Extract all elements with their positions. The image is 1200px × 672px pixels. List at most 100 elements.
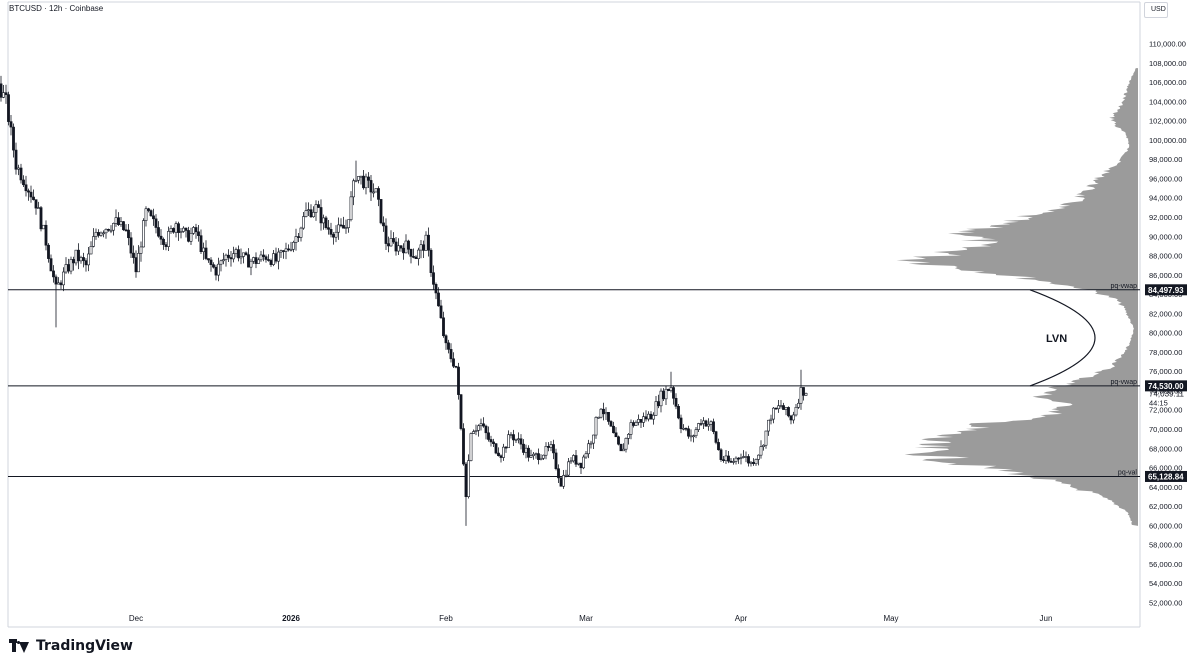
currency-button[interactable] — [1144, 2, 1168, 18]
candle-body-185 — [447, 342, 450, 350]
candle-body-113 — [267, 259, 270, 261]
tradingview-brand[interactable]: TradingView — [9, 638, 133, 654]
candle-body-50 — [109, 229, 113, 232]
level-lines — [8, 289, 1140, 477]
candle-body-75 — [172, 228, 175, 233]
price-tick-label-2: 56,000.00 — [1149, 560, 1182, 569]
candle-body-242 — [589, 442, 593, 445]
price-tick-label-25: 102,000.00 — [1149, 117, 1187, 126]
candle-body-65 — [147, 208, 150, 211]
candle-body-191 — [462, 428, 465, 465]
axis-borders — [7, 1, 1141, 628]
candle-body-190 — [459, 394, 463, 429]
candle-body-240 — [584, 453, 588, 458]
candle-body-21 — [37, 207, 40, 209]
candle-body-161 — [387, 243, 390, 247]
candle-body-29 — [57, 282, 60, 285]
candle-body-198 — [479, 423, 483, 427]
price-tick-label-17: 86,000.00 — [1149, 271, 1182, 280]
candle-body-226 — [549, 444, 553, 448]
candle-body-55 — [122, 221, 125, 231]
candle-body-179 — [432, 272, 435, 285]
candle-body-284 — [694, 429, 698, 437]
candle-body-246 — [599, 408, 603, 418]
candle-body-61 — [137, 253, 140, 273]
candle-body-267 — [652, 414, 655, 420]
price-tick-label-3: 58,000.00 — [1149, 541, 1182, 550]
candle-body-94 — [219, 260, 223, 265]
candle-body-269 — [657, 401, 660, 407]
candle-body-79 — [182, 227, 185, 232]
candle-body-67 — [152, 215, 155, 220]
candle-body-252 — [614, 432, 618, 438]
candle-body-62 — [139, 246, 143, 254]
price-axis[interactable]: 52,000.00 54,000.00 56,000.00 58,000.00 60,0… — [1149, 40, 1187, 608]
candle-body-217 — [527, 447, 530, 458]
candle-body-159 — [382, 222, 385, 227]
candle-body-129 — [307, 209, 310, 211]
price-tick-label-1: 54,000.00 — [1149, 579, 1182, 588]
candle-body-186 — [449, 349, 453, 360]
candle-body-178 — [429, 249, 433, 273]
price-tick-label-12: 76,000.00 — [1149, 367, 1182, 376]
candle-body-35 — [72, 259, 75, 264]
candle-body-205 — [497, 452, 500, 457]
candle-body-273 — [667, 388, 670, 391]
candle-body-142 — [339, 224, 343, 227]
candle-body-296 — [724, 455, 728, 461]
price-tick-label-5: 62,000.00 — [1149, 502, 1182, 511]
candle-body-232 — [564, 474, 568, 477]
candle-body-125 — [297, 236, 300, 238]
price-tick-label-19: 90,000.00 — [1149, 232, 1182, 241]
candle-body-169 — [407, 240, 410, 250]
candle-body-318 — [779, 405, 783, 407]
candle-body-6 — [0, 83, 3, 98]
candle-body-258 — [629, 422, 633, 435]
candle-body-99 — [232, 253, 235, 260]
candle-body-195 — [472, 431, 475, 434]
candle-body-130 — [309, 209, 313, 218]
lvn-bracket — [1029, 289, 1096, 387]
candle-body-137 — [327, 227, 330, 230]
candle-body-210 — [509, 434, 513, 436]
candle-body-174 — [419, 244, 423, 251]
candle-body-305 — [747, 456, 750, 464]
candle-body-80 — [184, 227, 188, 231]
candle-body-118 — [279, 250, 283, 253]
candle-body-124 — [294, 236, 298, 243]
candle-body-295 — [722, 459, 725, 461]
candle-body-101 — [237, 249, 240, 259]
candle-body-154 — [369, 180, 373, 193]
candle-body-238 — [579, 462, 583, 469]
candle-body-34 — [69, 259, 73, 272]
candle-body-309 — [757, 454, 760, 460]
candle-body-229 — [557, 468, 560, 479]
candle-body-105 — [247, 254, 250, 268]
candle-body-204 — [494, 443, 498, 454]
candle-body-24 — [44, 224, 48, 246]
candle-body-46 — [99, 232, 103, 236]
symbol-title[interactable]: BTCUSD · 12h · Coinbase — [9, 4, 104, 13]
candle-body-241 — [587, 443, 590, 455]
candle-body-33 — [67, 264, 70, 272]
candle-body-262 — [639, 419, 643, 423]
candle-body-85 — [197, 231, 200, 236]
candle-body-317 — [777, 405, 780, 410]
candle-body-276 — [674, 397, 678, 407]
candle-body-18 — [29, 191, 33, 198]
candle-body-110 — [259, 254, 263, 261]
candle-body-54 — [119, 221, 123, 225]
candle-body-103 — [242, 252, 245, 257]
candle-body-307 — [752, 461, 755, 465]
time-axis[interactable]: Dec 2026 Feb Mar Apr May Jun — [129, 614, 1053, 623]
candle-body-73 — [167, 231, 170, 247]
price-tick-label-29: 110,000.00 — [1149, 40, 1186, 49]
time-tick-label-1: 2026 — [282, 614, 300, 623]
candle-body-17 — [27, 190, 30, 193]
candle-body-225 — [547, 446, 550, 448]
candle-body-224 — [544, 446, 548, 456]
time-tick-label-4: Apr — [735, 614, 748, 623]
candle-body-30 — [59, 282, 63, 286]
